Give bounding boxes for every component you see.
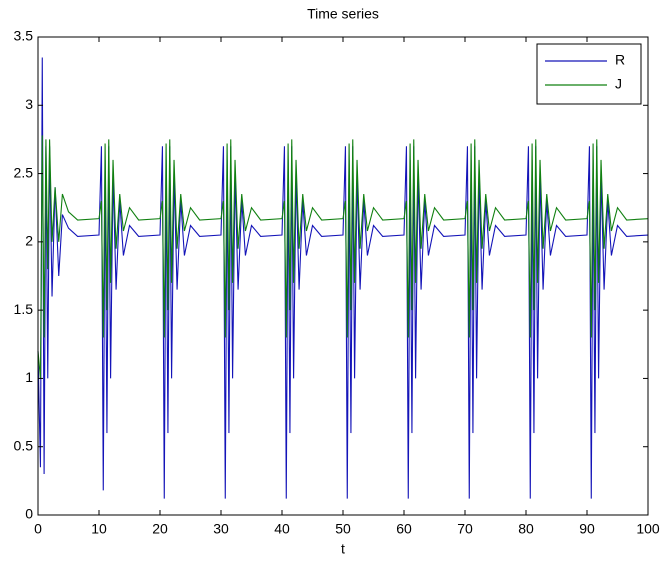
legend-box — [536, 43, 642, 105]
x-tick-label: 20 — [152, 521, 168, 537]
x-tick-label: 40 — [274, 521, 290, 537]
x-tick-label: 0 — [34, 521, 42, 537]
series-line — [37, 57, 649, 499]
y-tick-label: 3 — [25, 96, 33, 112]
y-tick-label: 1 — [25, 369, 33, 385]
legend-label: J — [615, 76, 622, 92]
legend-label: R — [615, 52, 625, 68]
x-tick-label: 100 — [636, 521, 660, 537]
y-tick-label: 0 — [25, 506, 33, 522]
x-axis-label: t — [341, 541, 345, 557]
series-line — [37, 135, 649, 379]
x-tick-label: 80 — [518, 521, 534, 537]
x-tick-label: 90 — [579, 521, 595, 537]
y-tick-label: 2.5 — [14, 164, 34, 180]
y-tick-label: 2 — [25, 233, 33, 249]
x-tick-label: 60 — [396, 521, 412, 537]
y-tick-label: 0.5 — [14, 437, 34, 453]
x-tick-label: 50 — [335, 521, 351, 537]
plot-area — [38, 37, 648, 515]
x-tick-label: 30 — [213, 521, 229, 537]
chart-title: Time series — [307, 6, 379, 22]
y-tick-label: 1.5 — [14, 301, 34, 317]
y-tick-label: 3.5 — [14, 28, 34, 44]
x-tick-label: 10 — [91, 521, 107, 537]
x-tick-label: 70 — [457, 521, 473, 537]
